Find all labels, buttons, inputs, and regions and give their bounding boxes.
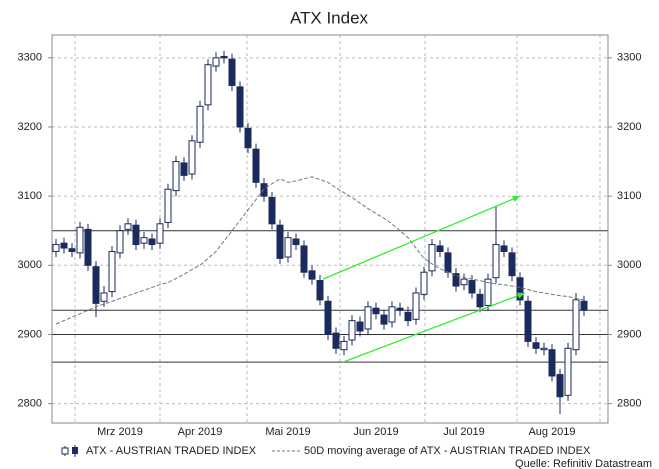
candle-body [140, 237, 148, 244]
candle-body [292, 238, 300, 246]
candle-body [116, 230, 124, 254]
candle-body [540, 347, 548, 351]
candle-body [364, 306, 372, 330]
y-tick-label: 2900 [18, 328, 42, 340]
candle-body [148, 238, 156, 246]
candle-body [580, 300, 588, 311]
candle-body [420, 271, 428, 295]
candle-body [324, 300, 332, 335]
candle-body [532, 342, 540, 349]
candle-body [60, 242, 68, 249]
candle-body [252, 148, 260, 183]
x-tick-label: Jul 2019 [443, 426, 485, 438]
candle-body [316, 280, 324, 301]
y2-tick-label: 2900 [617, 328, 641, 340]
candle-body [476, 293, 484, 308]
candle-body [348, 320, 356, 341]
candle-body [340, 340, 348, 351]
source: Quelle: Refinitiv Datastream [515, 458, 652, 469]
candle-body [164, 188, 172, 223]
candle-body [84, 228, 92, 266]
candle-body [436, 245, 444, 252]
candle-body [236, 86, 244, 128]
candle-body [220, 55, 228, 59]
candle-body [156, 223, 164, 244]
y2-tick-label: 3300 [617, 52, 641, 64]
candle-body [428, 244, 436, 272]
candle-body [268, 197, 276, 225]
candle-body [508, 252, 516, 277]
trend-arrow [517, 292, 525, 299]
candle-body [372, 307, 380, 315]
candle-body [556, 374, 564, 398]
candle-body [452, 273, 460, 287]
candle-body [500, 245, 508, 252]
y-tick-label: 3100 [18, 190, 42, 202]
trend-arrow [512, 196, 520, 202]
y-tick-label: 3200 [18, 121, 42, 133]
candle-body [180, 162, 188, 176]
candle-body [276, 224, 284, 259]
candle-body [204, 64, 212, 106]
y-tick-label: 3300 [18, 52, 42, 64]
candle-body [132, 224, 140, 246]
candle-body [396, 307, 404, 311]
candle-body [300, 245, 308, 273]
candle-body [460, 278, 468, 286]
x-tick-label: Mai 2019 [265, 426, 310, 438]
candle-body [68, 248, 76, 252]
plot-frame [51, 34, 609, 424]
candle-body [196, 105, 204, 143]
candle-body [404, 311, 412, 322]
candle-body [308, 270, 316, 280]
candle-body [76, 226, 84, 254]
trend-line [342, 292, 526, 363]
candle-body [172, 161, 180, 192]
y2-tick-label: 3200 [617, 121, 641, 133]
candle-body [332, 332, 340, 349]
legend: ATX - AUSTRIAN TRADED INDEX 50D moving a… [61, 445, 591, 457]
candle-body [356, 321, 364, 332]
candle-body [52, 244, 60, 252]
y-tick-label: 3000 [18, 259, 42, 271]
y2-tick-label: 3000 [617, 259, 641, 271]
candle-body [188, 140, 196, 175]
candle-body [412, 292, 420, 320]
x-tick-label: Jun 2019 [353, 426, 398, 438]
candle-body [124, 223, 132, 230]
x-tick-label: Aug 2019 [528, 426, 575, 438]
candle-body [108, 250, 116, 293]
candle-body [548, 349, 556, 377]
plot [48, 50, 612, 415]
chart-title: ATX Index [290, 8, 369, 27]
candle-body [284, 237, 292, 258]
legend-icon [72, 447, 78, 454]
candle-body [228, 58, 236, 86]
candle-body [244, 127, 252, 149]
y2-tick-label: 3100 [617, 190, 641, 202]
candle-body [492, 244, 500, 279]
legend-icon [61, 447, 69, 455]
candle-body [100, 292, 108, 302]
legend-label: ATX - AUSTRIAN TRADED INDEX [86, 445, 257, 457]
x-tick-label: Mrz 2019 [97, 426, 143, 438]
trend-line [322, 195, 521, 280]
candle-body [380, 314, 388, 325]
candle-body [564, 347, 572, 396]
candle-body [572, 299, 580, 351]
candle-body [444, 252, 452, 273]
candle-body [484, 278, 492, 306]
y2-tick-label: 2800 [617, 398, 641, 410]
x-tick-label: Apr 2019 [178, 426, 223, 438]
legend-label: 50D moving average of ATX - AUSTRIAN TRA… [304, 445, 591, 457]
y-tick-label: 2800 [18, 398, 42, 410]
candle-body [468, 280, 476, 294]
candle-body [92, 266, 100, 304]
candle-body [524, 300, 532, 342]
candle-body [212, 57, 220, 67]
candle-body [516, 277, 524, 301]
candle-body [388, 306, 396, 323]
